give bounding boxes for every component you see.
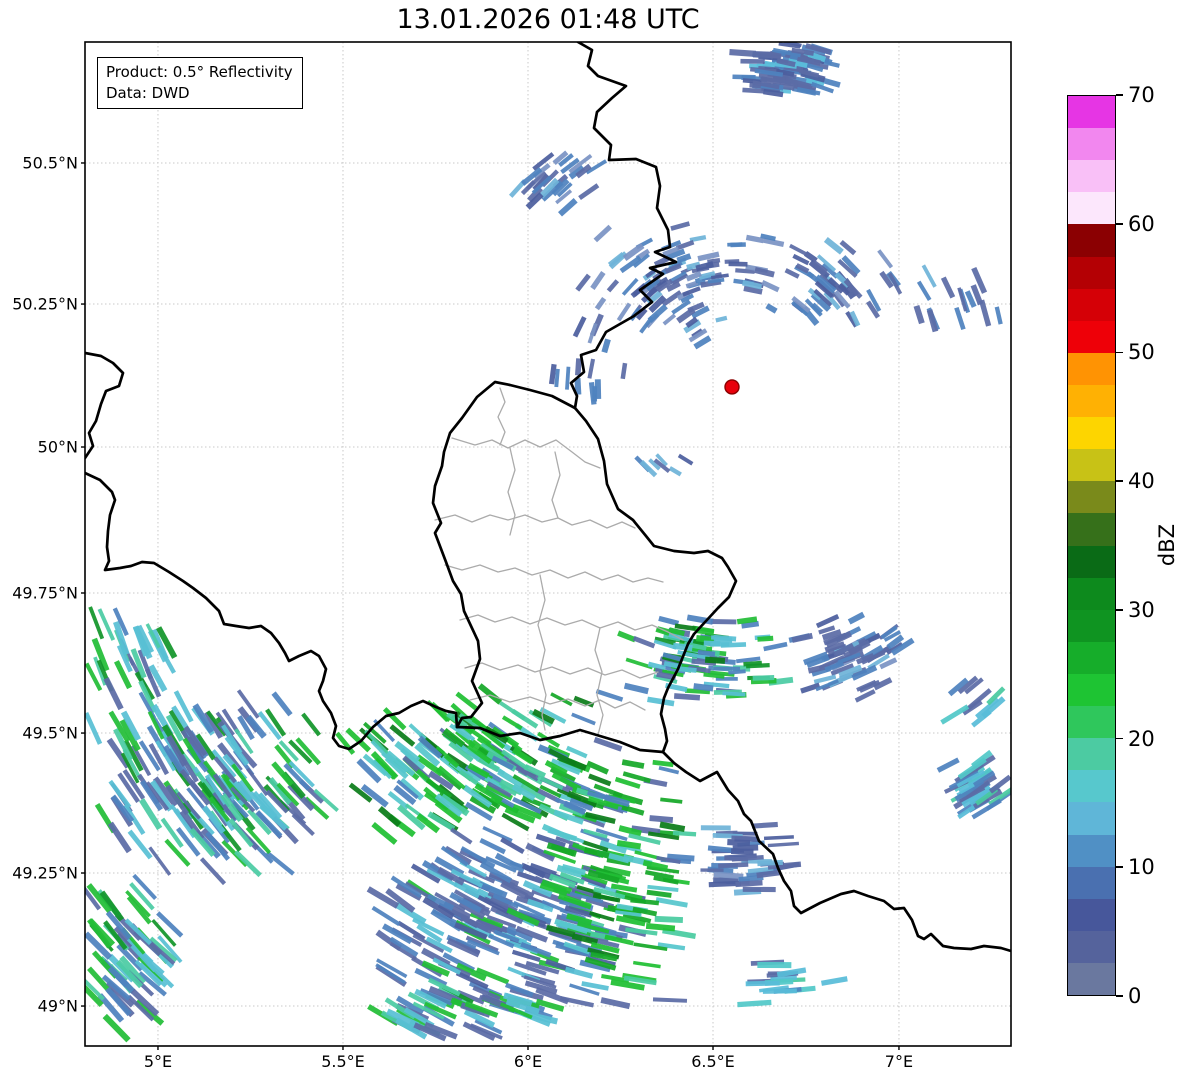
colorbar-segment bbox=[1068, 288, 1115, 321]
y-tick-label: 49°N bbox=[37, 996, 78, 1016]
colorbar-segment bbox=[1068, 770, 1115, 803]
colorbar-segment bbox=[1068, 609, 1115, 642]
colorbar-segment bbox=[1068, 962, 1115, 996]
product-info-line1: Product: 0.5° Reflectivity bbox=[106, 63, 293, 81]
colorbar-segment bbox=[1068, 866, 1115, 899]
colorbar-segment bbox=[1068, 802, 1115, 835]
x-tick-label: 5.5°E bbox=[321, 1052, 365, 1071]
regional-border bbox=[459, 614, 684, 641]
national-borders bbox=[85, 42, 1011, 953]
colorbar-axis-label: dBZ bbox=[1155, 523, 1180, 567]
colorbar-segment bbox=[1068, 641, 1115, 674]
regional-border bbox=[469, 694, 646, 711]
colorbar-segment bbox=[1068, 834, 1115, 867]
colorbar-segment bbox=[1068, 545, 1115, 578]
regional-borders bbox=[434, 387, 684, 736]
colorbar-segment bbox=[1068, 96, 1115, 129]
colorbar-segment bbox=[1068, 673, 1115, 707]
axes-frame bbox=[84, 41, 1012, 1047]
colorbar-tick bbox=[1116, 94, 1123, 96]
radar-site-marker bbox=[724, 379, 740, 395]
x-tick-label: 5°E bbox=[143, 1052, 173, 1071]
colorbar-tick-label: 40 bbox=[1128, 469, 1155, 494]
colorbar-tick bbox=[1116, 995, 1123, 997]
colorbar-segment bbox=[1068, 930, 1115, 963]
colorbar-segment bbox=[1068, 384, 1115, 418]
national-border bbox=[455, 725, 665, 754]
axis-ticks bbox=[81, 162, 900, 1050]
x-tick-label: 7°E bbox=[884, 1052, 914, 1071]
colorbar-segment bbox=[1068, 320, 1115, 353]
regional-border bbox=[434, 514, 636, 529]
colorbar-segment bbox=[1068, 898, 1115, 931]
colorbar-tick-label: 50 bbox=[1128, 340, 1155, 365]
plot-title: 13.01.2026 01:48 UTC bbox=[396, 4, 700, 35]
regional-border bbox=[451, 437, 601, 469]
product-info-box: Product: 0.5° Reflectivity Data: DWD bbox=[97, 57, 303, 110]
national-border bbox=[573, 406, 738, 754]
colorbar-tick-label: 10 bbox=[1128, 855, 1155, 880]
y-tick-label: 50°N bbox=[37, 437, 78, 457]
colorbar-tick-label: 0 bbox=[1128, 984, 1142, 1008]
national-border bbox=[569, 42, 678, 410]
colorbar-tick bbox=[1116, 737, 1123, 740]
colorbar-segment bbox=[1068, 513, 1115, 546]
colorbar-segment bbox=[1068, 224, 1115, 257]
colorbar-segment bbox=[1068, 352, 1115, 385]
plot-content bbox=[85, 42, 1011, 1046]
y-tick-label: 49.25°N bbox=[12, 863, 78, 883]
colorbar-tick bbox=[1116, 866, 1123, 869]
national-border bbox=[661, 750, 1011, 953]
regional-border bbox=[537, 574, 547, 731]
national-border bbox=[85, 471, 459, 751]
y-tick-label: 50.25°N bbox=[12, 294, 78, 314]
y-tick-label: 49.5°N bbox=[22, 723, 78, 743]
product-info-line2: Data: DWD bbox=[106, 83, 190, 102]
colorbar-segment bbox=[1068, 192, 1115, 225]
colorbar-tick bbox=[1116, 609, 1123, 611]
radar-echoes bbox=[85, 42, 1011, 1043]
colorbar-segment bbox=[1068, 160, 1115, 193]
colorbar-tick-label: 70 bbox=[1128, 83, 1155, 107]
x-tick-label: 6°E bbox=[513, 1052, 543, 1071]
regional-border bbox=[594, 627, 604, 736]
regional-border bbox=[497, 387, 506, 446]
colorbar-segment bbox=[1068, 481, 1115, 514]
colorbar-segment bbox=[1068, 417, 1115, 450]
colorbar-tick-label: 20 bbox=[1128, 726, 1155, 751]
regional-border bbox=[464, 662, 659, 679]
colorbar-tick bbox=[1116, 222, 1123, 225]
regional-border bbox=[444, 564, 664, 583]
colorbar-tick-label: 60 bbox=[1128, 211, 1155, 236]
colorbar-tick bbox=[1116, 351, 1123, 354]
y-tick-label: 50.5°N bbox=[22, 153, 78, 173]
colorbar-segment bbox=[1068, 577, 1115, 610]
x-tick-label: 6.5°E bbox=[691, 1052, 735, 1071]
colorbar-tick-label: 30 bbox=[1128, 597, 1155, 622]
colorbar-segment bbox=[1068, 128, 1115, 161]
dbz-colorbar bbox=[1067, 95, 1116, 996]
colorbar-segment bbox=[1068, 706, 1115, 739]
national-border bbox=[431, 380, 577, 729]
regional-border bbox=[551, 451, 561, 519]
colorbar-tick bbox=[1116, 480, 1123, 482]
regional-border bbox=[507, 447, 516, 536]
national-border bbox=[85, 351, 125, 460]
colorbar-segment bbox=[1068, 256, 1115, 289]
colorbar-segment bbox=[1068, 449, 1115, 482]
y-tick-label: 49.75°N bbox=[12, 583, 78, 603]
colorbar-segment bbox=[1068, 738, 1115, 771]
